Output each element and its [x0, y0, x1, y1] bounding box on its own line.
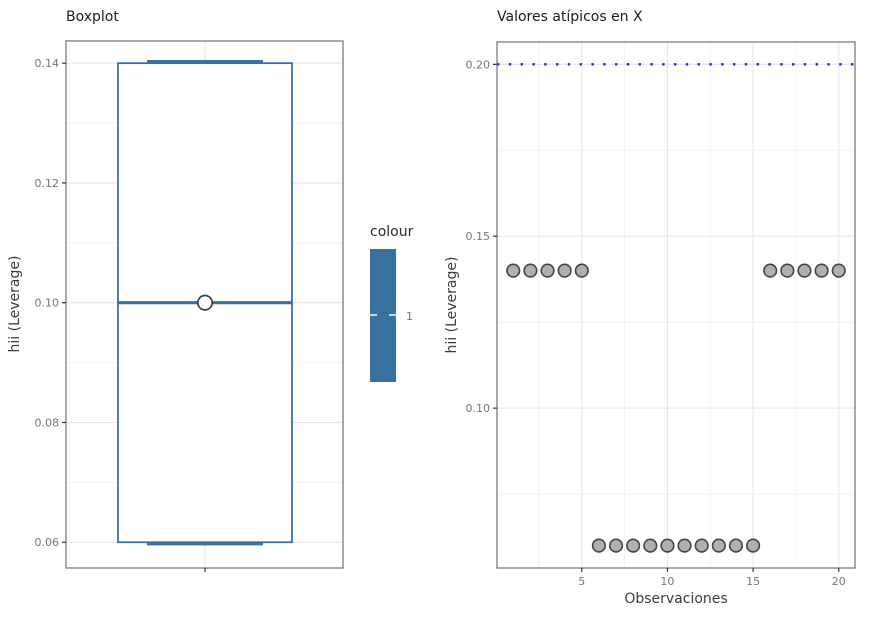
y-tick-label: 0.12: [35, 177, 60, 190]
y-tick-label: 0.10: [466, 402, 491, 415]
legend-tick-label: 1: [406, 310, 413, 323]
x-tick-label: 10: [660, 575, 674, 588]
data-point: [608, 538, 624, 553]
boxplot-y-axis-title: hii (Leverage): [7, 255, 23, 353]
data-point: [540, 263, 555, 278]
data-point: [574, 263, 589, 278]
data-point: [814, 263, 829, 278]
y-tick-label: 0.08: [35, 416, 60, 429]
y-tick-label: 0.15: [466, 230, 491, 243]
data-point: [694, 538, 709, 553]
data-point: [728, 538, 744, 553]
panel-border: [496, 41, 856, 569]
scatter-y-axis-title: hii (Leverage): [444, 256, 460, 354]
data-point: [745, 538, 761, 553]
data-point: [711, 538, 726, 553]
y-tick-label: 0.20: [466, 58, 491, 71]
scatter-x-axis-title: Observaciones: [624, 591, 728, 607]
data-point: [677, 538, 692, 553]
x-tick-label: 15: [746, 575, 760, 588]
data-point: [643, 538, 658, 553]
legend-tick-mark-right: [389, 314, 396, 316]
x-tick-label: 5: [578, 575, 585, 588]
data-point: [831, 263, 846, 278]
data-point: [626, 538, 641, 553]
x-tick-label: 20: [832, 575, 846, 588]
data-point: [763, 263, 778, 278]
data-point: [591, 538, 607, 553]
scatter-title: Valores atípicos en X: [497, 9, 643, 25]
data-point: [523, 263, 538, 278]
mean-point: [196, 294, 214, 311]
data-point: [557, 263, 572, 278]
colorbar-legend: colour 1: [366, 224, 426, 382]
y-tick-label: 0.10: [35, 297, 60, 310]
legend-title: colour: [370, 224, 414, 240]
data-point: [797, 263, 812, 278]
boxplot-title: Boxplot: [66, 9, 119, 25]
y-tick-label: 0.14: [35, 57, 60, 70]
data-point: [780, 263, 795, 278]
legend-tick-mark-left: [370, 314, 377, 316]
data-point: [506, 263, 521, 278]
data-point: [660, 538, 675, 553]
y-tick-label: 0.06: [35, 536, 60, 549]
legend-colorbar: [370, 249, 396, 382]
